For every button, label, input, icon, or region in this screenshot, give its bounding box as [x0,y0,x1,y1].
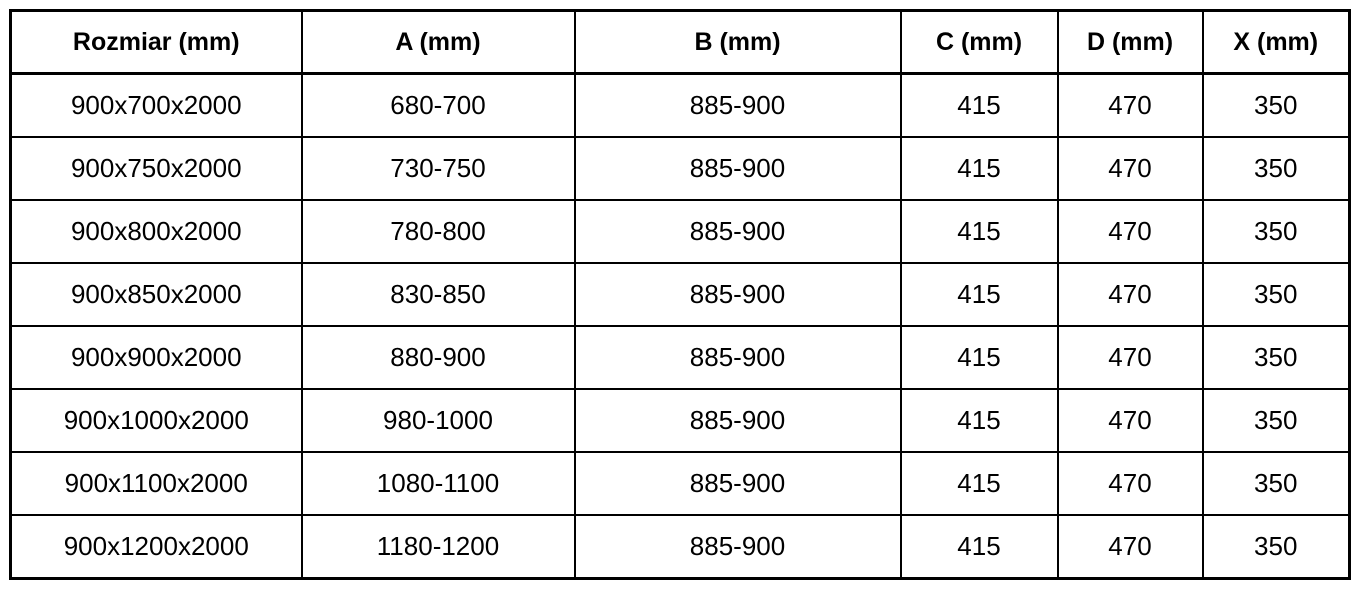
table-cell: 470 [1056,451,1204,517]
table-cell: 470 [1056,198,1204,264]
column-header-5: D (mm) [1056,9,1204,75]
table-cell: 470 [1056,261,1204,328]
table-cell: 470 [1056,72,1204,138]
table-cell: 900x800x2000 [9,198,303,264]
table-head: Rozmiar (mm) A (mm) B (mm) C (mm) D (mm) X (m… [9,9,1351,75]
table-cell: 885-900 [573,388,902,454]
table-row: 900x700x2000 680-700 885-900 415 470 350 [9,72,1351,138]
table-cell: 350 [1201,451,1351,517]
table-cell: 885-900 [573,135,902,201]
column-header-2: A (mm) [300,9,576,75]
table-cell: 900x1000x2000 [9,388,303,454]
table-cell: 415 [899,261,1059,328]
table-cell: 885-900 [573,451,902,517]
table-row: 900x900x2000 880-900 885-900 415 470 350 [9,324,1351,391]
table-cell: 350 [1201,324,1351,391]
column-header-1: Rozmiar (mm) [9,9,303,75]
table-cell: 900x1200x2000 [9,514,303,580]
table-cell: 350 [1201,261,1351,328]
table-cell: 1080-1100 [300,451,576,517]
table-cell: 730-750 [300,135,576,201]
table-cell: 880-900 [300,324,576,391]
table-cell: 470 [1056,135,1204,201]
table-cell: 350 [1201,198,1351,264]
table-cell: 415 [899,198,1059,264]
table-cell: 470 [1056,324,1204,391]
table-row: 900x800x2000 780-800 885-900 415 470 350 [9,198,1351,264]
table-cell: 900x900x2000 [9,324,303,391]
table-cell: 885-900 [573,72,902,138]
table-cell: 900x1100x2000 [9,451,303,517]
column-header-4: C (mm) [899,9,1059,75]
table-cell: 900x750x2000 [9,135,303,201]
size-spec-table: Rozmiar (mm) A (mm) B (mm) C (mm) D (mm) X (m… [9,9,1351,580]
table-cell: 350 [1201,514,1351,580]
table-cell: 350 [1201,388,1351,454]
table-cell: 350 [1201,72,1351,138]
table-cell: 415 [899,514,1059,580]
table-cell: 415 [899,135,1059,201]
table-row: 900x850x2000 830-850 885-900 415 470 350 [9,261,1351,328]
table-cell: 470 [1056,388,1204,454]
table-cell: 470 [1056,514,1204,580]
table-cell: 415 [899,451,1059,517]
table-row: 900x1200x2000 1180-1200 885-900 415 470 350 [9,514,1351,580]
table-cell: 885-900 [573,324,902,391]
table-row: 900x1100x2000 1080-1100 885-900 415 470 350 [9,451,1351,517]
table-body: 900x700x2000 680-700 885-900 415 470 350 900x7… [9,72,1351,580]
table-cell: 415 [899,72,1059,138]
table-cell: 830-850 [300,261,576,328]
header-row: Rozmiar (mm) A (mm) B (mm) C (mm) D (mm) X (m… [9,9,1351,75]
table-cell: 885-900 [573,261,902,328]
table-cell: 900x700x2000 [9,72,303,138]
table-row: 900x1000x2000 980-1000 885-900 415 470 350 [9,388,1351,454]
column-header-3: B (mm) [573,9,902,75]
column-header-6: X (mm) [1201,9,1351,75]
table-cell: 415 [899,324,1059,391]
table-cell: 1180-1200 [300,514,576,580]
table-cell: 885-900 [573,198,902,264]
table-cell: 350 [1201,135,1351,201]
table-cell: 415 [899,388,1059,454]
table-cell: 680-700 [300,72,576,138]
table-cell: 900x850x2000 [9,261,303,328]
table-cell: 780-800 [300,198,576,264]
table-cell: 885-900 [573,514,902,580]
table-row: 900x750x2000 730-750 885-900 415 470 350 [9,135,1351,201]
table-cell: 980-1000 [300,388,576,454]
